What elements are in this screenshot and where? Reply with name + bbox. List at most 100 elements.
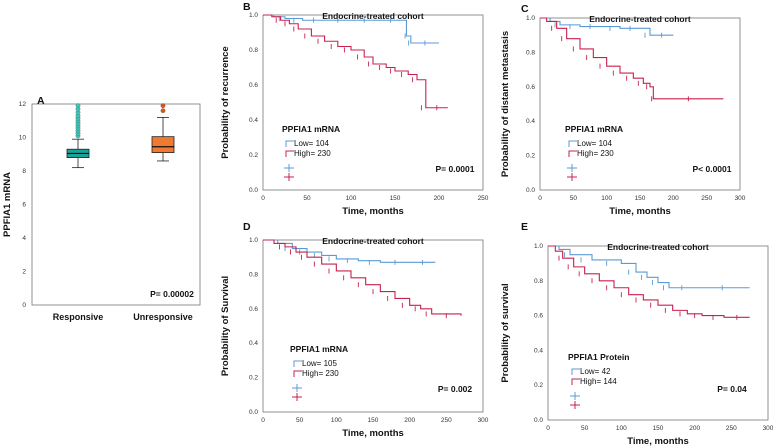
y-tick-label: 0.4 — [249, 117, 258, 124]
panel-e: 0.0 0.2 0.4 0.6 0.8 1.0 0 50 100 150 200 250 300 Time… — [500, 221, 774, 447]
legend-title: PPFIA1 mRNA — [282, 124, 340, 134]
panel-a: A 0 2 4 6 8 10 12 PPFIA1 mRNA Responsive Unrespons… — [2, 95, 201, 322]
y-tick-label: 1.0 — [534, 243, 543, 250]
panel-letter: D — [243, 221, 251, 233]
y-tick-label: 0.2 — [249, 152, 258, 159]
legend-title: PPFIA1 mRNA — [565, 124, 623, 134]
low-legend-label: Low= 104 — [294, 139, 329, 148]
y-tick-label: 0.0 — [526, 187, 535, 194]
y-tick-label: 0.8 — [526, 49, 535, 56]
y-tick-label: 12 — [19, 101, 27, 108]
low-survival-curve — [548, 245, 750, 289]
p-value: P= 0.04 — [717, 384, 747, 394]
plot-frame — [547, 245, 769, 421]
outlier-point — [160, 108, 166, 114]
y-tick-label: 0.8 — [249, 47, 258, 54]
x-tick-label: 50 — [581, 425, 589, 432]
low-legend-swatch — [568, 140, 577, 147]
outlier-point — [160, 103, 166, 109]
box-responsive — [66, 103, 90, 169]
chart-title: Endocrine-treated cohort — [589, 14, 691, 24]
low-survival-curve — [263, 239, 436, 263]
y-axis-title: Probability of distant metastasis — [500, 31, 511, 177]
panel-c: 0.0 0.2 0.4 0.6 0.8 1.0 0 50 100 150 200 250 300 Time… — [500, 3, 746, 217]
panel-d: 0.0 0.2 0.4 0.6 0.8 1.0 0 50 100 150 200 250 300 Time… — [220, 221, 489, 439]
x-axis-title: Time, months — [609, 206, 671, 217]
plot-frame — [262, 14, 484, 191]
p-value: P= 0.00002 — [150, 289, 194, 299]
chart-title: Endocrine-treated cohort — [322, 236, 424, 246]
high-survival-curve — [263, 14, 448, 109]
x-tick-label: 300 — [478, 417, 489, 424]
x-axis-title: Time, months — [342, 206, 404, 217]
y-tick-label: 0.0 — [249, 187, 258, 194]
x-tick-label: 200 — [404, 417, 415, 424]
y-tick-label: 0.2 — [534, 382, 543, 389]
y-tick-label: 0.2 — [526, 153, 535, 160]
high-survival-curve — [540, 17, 724, 100]
y-tick-label: 1.0 — [526, 15, 535, 22]
x-tick-label: 250 — [701, 195, 712, 202]
panel-letter: A — [37, 95, 45, 107]
high-legend-swatch — [568, 150, 577, 157]
x-tick-label: 250 — [478, 195, 489, 202]
high-survival-curve — [263, 239, 462, 316]
panel-b: 0.0 0.2 0.4 0.6 0.8 1.0 0 50 100 150 200 250 Time, m… — [220, 1, 489, 217]
low-legend-label: Low= 42 — [580, 367, 611, 376]
y-tick-label: 2 — [22, 269, 26, 276]
high-legend-label: High= 230 — [294, 149, 331, 158]
y-tick-label: 1.0 — [249, 12, 258, 19]
y-tick-label: 0.6 — [249, 82, 258, 89]
x-tick-label: 300 — [763, 425, 774, 432]
y-axis-title: Probability of Survival — [220, 276, 231, 376]
low-legend-label: Low= 104 — [577, 139, 612, 148]
x-tick-label: 150 — [635, 195, 646, 202]
panel-letter: E — [521, 221, 528, 233]
panel-letter: C — [521, 3, 529, 15]
y-tick-label: 0.6 — [526, 84, 535, 91]
x-axis-title: Time, months — [342, 428, 404, 439]
x-tick-label: 200 — [689, 425, 700, 432]
x-tick-label: 50 — [303, 195, 311, 202]
outlier-point — [75, 103, 81, 109]
low-legend-swatch — [285, 140, 294, 147]
plot-frame — [539, 17, 741, 191]
p-value: P< 0.0001 — [693, 164, 732, 174]
y-tick-label: 4 — [22, 235, 26, 242]
high-legend-swatch — [293, 370, 302, 377]
chart-title: Endocrine-treated cohort — [322, 11, 424, 21]
x-tick-label: 250 — [726, 425, 737, 432]
y-axis-title: PPFIA1 mRNA — [2, 172, 13, 237]
high-legend-label: High= 230 — [577, 149, 614, 158]
x-tick-label: 150 — [368, 417, 379, 424]
x-tick-label: 150 — [390, 195, 401, 202]
panel-letter: B — [243, 1, 251, 13]
y-tick-label: 0 — [22, 302, 26, 309]
x-tick-label: 300 — [735, 195, 746, 202]
x-tick-label: 0 — [261, 417, 265, 424]
y-tick-label: 0.8 — [249, 271, 258, 278]
iqr-box — [151, 136, 175, 153]
y-tick-label: 0.0 — [534, 417, 543, 424]
high-legend-label: High= 144 — [580, 377, 617, 386]
x-axis-title: Time, months — [627, 436, 689, 447]
y-tick-label: 0.4 — [249, 340, 258, 347]
x-tick-label: 100 — [331, 417, 342, 424]
x-tick-label: 100 — [346, 195, 357, 202]
y-tick-label: 0.6 — [249, 306, 258, 313]
high-legend-swatch — [285, 150, 294, 157]
plot-frame — [262, 239, 484, 413]
category-label: Unresponsive — [133, 312, 193, 322]
x-tick-label: 50 — [296, 417, 304, 424]
legend-title: PPFIA1 Protein — [568, 352, 629, 362]
y-tick-label: 0.0 — [249, 409, 258, 416]
high-survival-curve — [548, 245, 750, 318]
x-tick-label: 100 — [616, 425, 627, 432]
x-tick-label: 100 — [601, 195, 612, 202]
y-axis-title: Probability of survival — [500, 283, 511, 382]
chart-title: Endocrine-treated cohort — [607, 242, 709, 252]
y-axis-title: Probability of recurrence — [220, 46, 231, 158]
y-tick-label: 1.0 — [249, 237, 258, 244]
legend-title: PPFIA1 mRNA — [290, 344, 348, 354]
